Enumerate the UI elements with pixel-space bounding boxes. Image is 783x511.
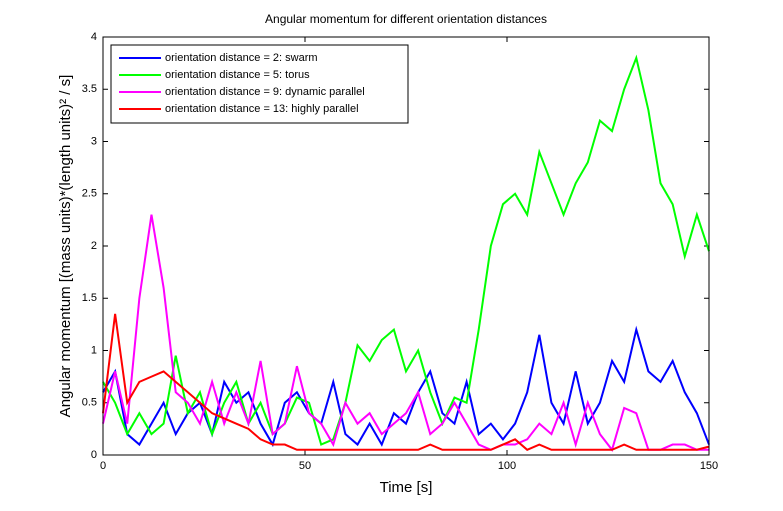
- chart-title: Angular momentum for different orientati…: [265, 12, 547, 26]
- y-tick-label: 1: [91, 344, 97, 356]
- y-tick-label: 4: [91, 31, 97, 43]
- legend-label: orientation distance = 13: highly parall…: [165, 103, 359, 115]
- y-tick-label: 3.5: [82, 83, 97, 95]
- y-tick-label: 0: [91, 449, 97, 461]
- y-axis-label: Angular momentum [(mass units)*(length u…: [57, 75, 74, 418]
- y-tick-label: 0.5: [82, 397, 97, 409]
- x-axis-label: Time [s]: [380, 479, 433, 496]
- plot-frame: [102, 36, 710, 456]
- y-tick-label: 1.5: [82, 292, 97, 304]
- x-tick-label: 50: [299, 460, 311, 472]
- series-line: [102, 313, 710, 451]
- x-tick-label: 0: [100, 460, 106, 472]
- axes: 0 50 100 150 0 0.5 1 1.5 2 2.5 3 3.5 4: [82, 31, 718, 472]
- x-tick-label: 100: [498, 460, 516, 472]
- legend-label: orientation distance = 9: dynamic parall…: [165, 86, 365, 98]
- y-tick-label: 3: [91, 135, 97, 147]
- series-line: [102, 214, 709, 452]
- legend-label: orientation distance = 5: torus: [165, 69, 310, 81]
- legend-label: orientation distance = 2: swarm: [165, 52, 318, 64]
- x-tick-label: 150: [700, 460, 718, 472]
- y-tick-label: 2.5: [82, 188, 97, 200]
- legend: orientation distance = 2: swarm orientati…: [110, 44, 409, 124]
- y-tick-label: 2: [91, 240, 97, 252]
- plot-lines: [102, 54, 710, 452]
